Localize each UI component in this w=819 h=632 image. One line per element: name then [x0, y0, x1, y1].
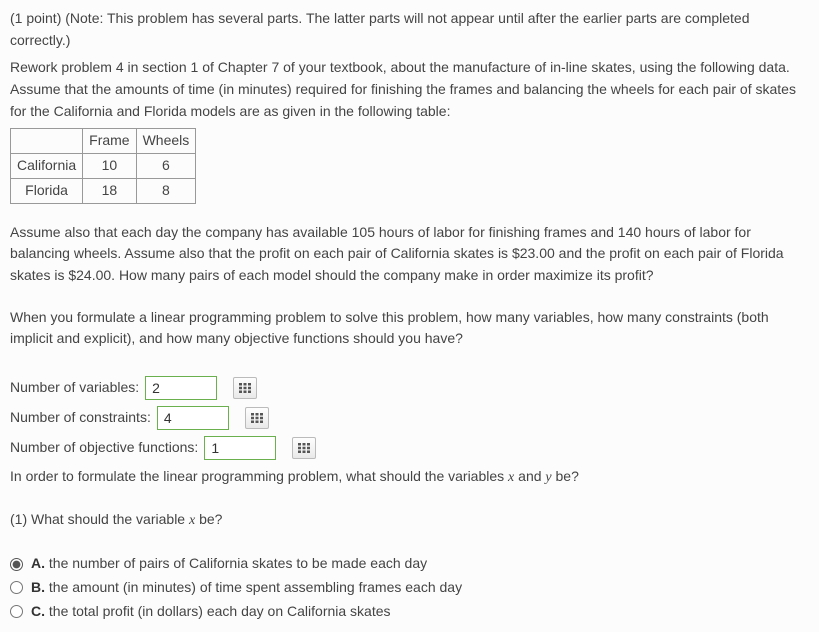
txt: In order to formulate the linear program… — [10, 468, 508, 484]
option-a-row: A. the number of pairs of California ska… — [10, 553, 809, 575]
label-num-objectives: Number of objective functions: — [10, 437, 198, 459]
cell-florida-wheels: 8 — [136, 178, 196, 203]
problem-intro-body: Rework problem 4 in section 1 of Chapter… — [10, 57, 809, 122]
option-c-letter: C. — [31, 603, 45, 619]
answer-row-variables: Number of variables: — [10, 376, 809, 400]
table-header-frame: Frame — [83, 129, 136, 154]
label-num-constraints: Number of constraints: — [10, 407, 151, 429]
option-a-text: the number of pairs of California skates… — [45, 555, 427, 571]
grid-icon — [239, 383, 251, 393]
row-label-florida: Florida — [11, 178, 83, 203]
radio-option-b[interactable] — [10, 581, 23, 594]
cell-california-frame: 10 — [83, 154, 136, 179]
answer-row-constraints: Number of constraints: — [10, 406, 809, 430]
table-row: Florida 18 8 — [11, 178, 196, 203]
option-a-letter: A. — [31, 555, 45, 571]
table-row: California 10 6 — [11, 154, 196, 179]
keypad-button[interactable] — [292, 437, 316, 459]
cell-florida-frame: 18 — [83, 178, 136, 203]
radio-option-a[interactable] — [10, 558, 23, 571]
input-num-objectives[interactable] — [204, 436, 276, 460]
option-b-text: the amount (in minutes) of time spent as… — [45, 579, 462, 595]
input-num-constraints[interactable] — [157, 406, 229, 430]
table-header-wheels: Wheels — [136, 129, 196, 154]
option-c-label: C. the total profit (in dollars) each da… — [31, 601, 391, 623]
txt: be? — [552, 468, 579, 484]
label-num-variables: Number of variables: — [10, 377, 139, 399]
grid-icon — [298, 443, 310, 453]
table-header-row: Frame Wheels — [11, 129, 196, 154]
table-header-blank — [11, 129, 83, 154]
cell-california-wheels: 6 — [136, 154, 196, 179]
subquestion-1: (1) What should the variable x be? — [10, 509, 809, 532]
option-b-label: B. the amount (in minutes) of time spent… — [31, 577, 462, 599]
input-num-variables[interactable] — [145, 376, 217, 400]
txt: and — [514, 468, 545, 484]
grid-icon — [251, 413, 263, 423]
option-a-label: A. the number of pairs of California ska… — [31, 553, 427, 575]
option-c-text: the total profit (in dollars) each day o… — [45, 603, 391, 619]
keypad-button[interactable] — [233, 377, 257, 399]
paragraph-formulation-q: When you formulate a linear programming … — [10, 307, 809, 350]
txt: (1) What should the variable — [10, 511, 189, 527]
option-b-row: B. the amount (in minutes) of time spent… — [10, 577, 809, 599]
radio-option-c[interactable] — [10, 605, 23, 618]
txt: be? — [195, 511, 222, 527]
option-b-letter: B. — [31, 579, 45, 595]
keypad-button[interactable] — [245, 407, 269, 429]
answer-row-objectives: Number of objective functions: — [10, 436, 809, 460]
data-table: Frame Wheels California 10 6 Florida 18 … — [10, 128, 196, 203]
option-c-row: C. the total profit (in dollars) each da… — [10, 601, 809, 623]
row-label-california: California — [11, 154, 83, 179]
problem-intro-note: (1 point) (Note: This problem has severa… — [10, 8, 809, 51]
paragraph-assumptions: Assume also that each day the company ha… — [10, 222, 809, 287]
paragraph-variable-question: In order to formulate the linear program… — [10, 466, 809, 489]
